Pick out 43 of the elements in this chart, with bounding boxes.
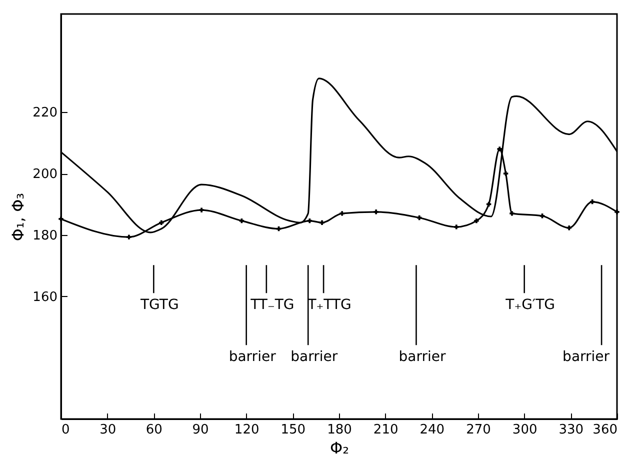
point <box>454 224 459 230</box>
ref-line-label: barrier <box>290 349 338 366</box>
point <box>340 211 344 216</box>
point <box>497 146 502 152</box>
point <box>199 208 204 212</box>
point <box>320 220 324 225</box>
x-tick-label: 330 <box>558 422 584 438</box>
point <box>159 220 164 225</box>
y-tick-label: 160 <box>32 290 58 305</box>
x-tick-label: 120 <box>234 422 260 438</box>
x-tick-label: 150 <box>280 422 306 438</box>
y-tick-label: 180 <box>32 228 58 244</box>
x-tick-label: 90 <box>192 422 209 438</box>
point <box>58 216 64 222</box>
point <box>503 171 508 176</box>
ref-line-label: barrier <box>398 349 446 366</box>
ref-line-label: TT₋TG <box>250 297 294 314</box>
x-tick-label: 210 <box>373 422 398 438</box>
point <box>510 211 514 216</box>
x-axis-title: Φ₂ <box>330 438 350 458</box>
point <box>474 218 479 224</box>
point <box>307 218 312 224</box>
point <box>126 234 132 240</box>
y-axis-title: Φ₁, Φ₃ <box>8 192 28 242</box>
ref-line-label: T₊G′TG <box>504 297 556 314</box>
ref-line-label: TGTG <box>140 297 179 314</box>
x-tick-label: 0 <box>62 422 70 438</box>
ref-line-label: T₊TTG <box>306 297 352 314</box>
point <box>374 210 378 214</box>
y-tick-label: 220 <box>32 106 58 121</box>
point <box>540 214 545 218</box>
ref-line-label: barrier <box>562 349 610 366</box>
x-tick-label: 60 <box>146 422 162 438</box>
x-tick-label: 180 <box>327 422 352 438</box>
y-tick-label: 200 <box>32 167 58 182</box>
point <box>566 226 572 230</box>
point <box>614 210 620 214</box>
x-tick-label: 300 <box>512 422 538 438</box>
x-tick-label: 360 <box>592 422 618 438</box>
ref-line-label: barrier <box>228 349 276 366</box>
x-tick-label: 270 <box>466 422 491 438</box>
x-tick-label: 30 <box>100 422 116 438</box>
x-tick-label: 240 <box>420 422 445 438</box>
